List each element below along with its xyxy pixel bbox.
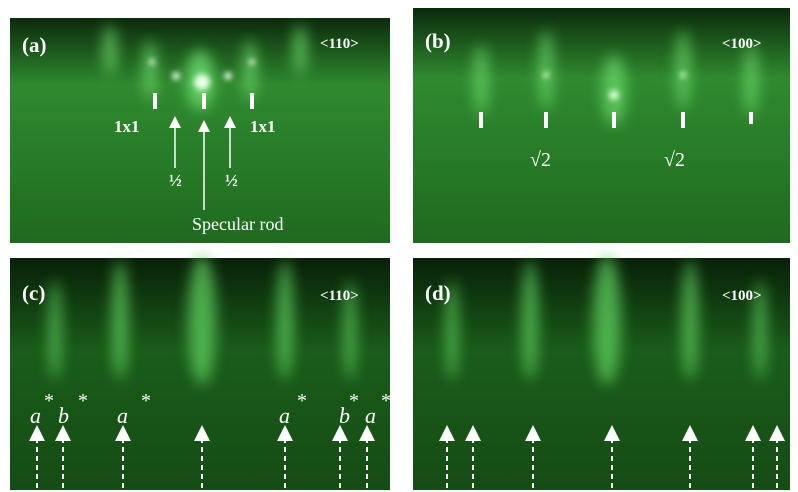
- letter: a: [365, 403, 376, 428]
- annotation: 1x1: [250, 117, 276, 136]
- star: *: [381, 390, 391, 412]
- figure: (a) <110> 1x1 1x1 ½ ½ Specular rod (b) <…: [0, 0, 798, 492]
- letter: a: [279, 403, 290, 428]
- letter: b: [58, 403, 69, 428]
- panel-c: (c) <110> a * b * a * a * b * a *: [10, 255, 391, 490]
- annotation: ½: [225, 171, 238, 190]
- direction-label: <110>: [320, 288, 359, 304]
- star: *: [297, 390, 307, 412]
- annotation: Specular rod: [192, 214, 283, 234]
- star: *: [349, 390, 359, 412]
- letter: a: [117, 403, 128, 428]
- direction-label: <100>: [722, 288, 762, 304]
- panel-label: (a): [22, 33, 47, 57]
- letter: a: [30, 403, 41, 428]
- annotation: √2: [664, 149, 685, 171]
- panel-b: (b) <100> √2 √2: [413, 8, 790, 243]
- star: *: [141, 390, 151, 412]
- panel-a: (a) <110> 1x1 1x1 ½ ½ Specular rod: [10, 18, 390, 243]
- annotation: √2: [530, 149, 551, 171]
- star: *: [78, 390, 88, 412]
- annotation: ½: [169, 171, 182, 190]
- star: *: [44, 390, 54, 412]
- annotation: 1x1: [114, 117, 140, 136]
- panel-label: (b): [425, 29, 451, 53]
- direction-label: <110>: [320, 36, 359, 52]
- direction-label: <100>: [722, 36, 762, 52]
- panel-d: (d) <100>: [413, 255, 790, 490]
- panel-label: (d): [425, 281, 451, 305]
- panel-label: (c): [22, 281, 45, 305]
